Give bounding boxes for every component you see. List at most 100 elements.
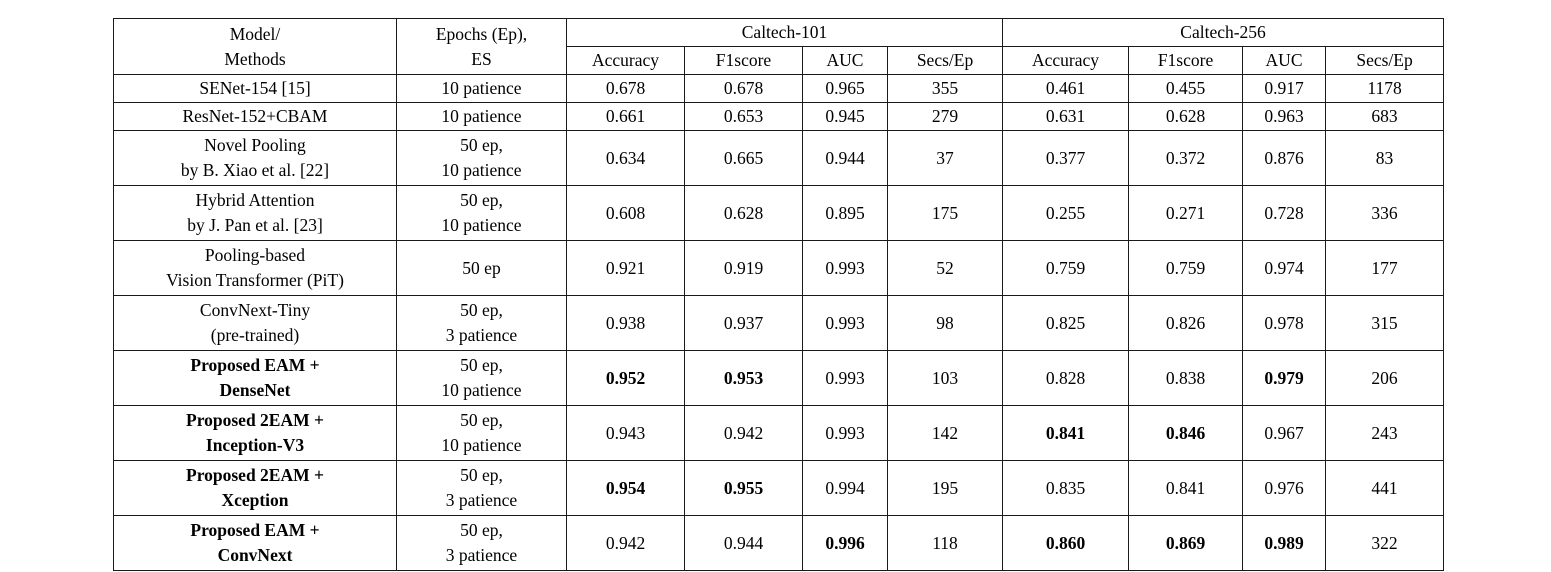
c256-metric-cell: 0.976 (1242, 460, 1327, 516)
c256-metric-cell: 0.255 (1002, 185, 1130, 241)
c101-metric-cell: 0.665 (684, 130, 803, 186)
model-cell: Proposed 2EAM + Xception (113, 460, 397, 516)
table-row: Proposed 2EAM + Xception 50 ep, 3 patience 0… (113, 460, 1445, 516)
table-row: Proposed 2EAM + Inception-V3 50 ep, 10 pati… (113, 405, 1445, 461)
c101-metric-cell: 0.994 (802, 460, 888, 516)
model-cell: Proposed 2EAM + Inception-V3 (113, 405, 397, 461)
epochs-cell: 50 ep (396, 240, 567, 296)
table-row: ResNet-152+CBAM 10 patience 0.661 0.653 0.94… (113, 102, 1445, 131)
c256-metric-cell: 0.372 (1128, 130, 1244, 186)
c101-metric-cell: 175 (886, 185, 1004, 241)
c256-metric-cell: 0.963 (1242, 102, 1327, 131)
epochs-cell: 10 patience (396, 102, 567, 131)
c256-metric-cell: 683 (1325, 102, 1445, 131)
model-cell: Novel Pooling by B. Xiao et al. [22] (113, 130, 397, 186)
c101-metric-cell: 0.945 (802, 102, 888, 131)
c101-metric-cell: 0.943 (566, 405, 685, 461)
header-c256-accuracy: Accuracy (1002, 46, 1130, 75)
c256-metric-cell: 0.967 (1242, 405, 1327, 461)
model-cell: Pooling-based Vision Transformer (PiT) (113, 240, 397, 296)
header-c256-auc: AUC (1242, 46, 1327, 75)
model-cell: ResNet-152+CBAM (113, 102, 397, 131)
c256-metric-cell: 0.759 (1002, 240, 1130, 296)
epochs-cell: 50 ep, 3 patience (396, 515, 567, 571)
c101-metric-cell: 0.993 (802, 240, 888, 296)
c101-metric-cell: 195 (886, 460, 1004, 516)
c256-metric-cell: 0.455 (1128, 74, 1244, 103)
c256-metric-cell: 0.728 (1242, 185, 1327, 241)
model-cell: Hybrid Attention by J. Pan et al. [23] (113, 185, 397, 241)
c256-metric-cell: 83 (1325, 130, 1445, 186)
c256-metric-cell: 322 (1325, 515, 1445, 571)
table-row: Novel Pooling by B. Xiao et al. [22] 50 ep… (113, 130, 1445, 186)
c256-metric-cell: 0.271 (1128, 185, 1244, 241)
c101-metric-cell: 0.678 (684, 74, 803, 103)
c256-metric-cell: 0.876 (1242, 130, 1327, 186)
c256-metric-cell: 0.835 (1002, 460, 1130, 516)
c101-metric-cell: 0.944 (684, 515, 803, 571)
c101-metric-cell: 0.634 (566, 130, 685, 186)
c256-metric-cell: 0.377 (1002, 130, 1130, 186)
model-cell: Proposed EAM + ConvNext (113, 515, 397, 571)
model-cell: ConvNext-Tiny (pre-trained) (113, 295, 397, 351)
c101-metric-cell: 0.993 (802, 405, 888, 461)
table-row: ConvNext-Tiny (pre-trained) 50 ep, 3 patien… (113, 295, 1445, 351)
c256-metric-cell: 0.825 (1002, 295, 1130, 351)
c256-metric-cell: 0.917 (1242, 74, 1327, 103)
c101-metric-cell: 0.942 (566, 515, 685, 571)
c101-metric-cell: 37 (886, 130, 1004, 186)
table-row: Hybrid Attention by J. Pan et al. [23] 50 … (113, 185, 1445, 241)
c256-metric-cell: 0.841 (1128, 460, 1244, 516)
epochs-cell: 50 ep, 10 patience (396, 185, 567, 241)
c256-metric-cell: 315 (1325, 295, 1445, 351)
table-row: SENet-154 [15] 10 patience 0.678 0.678 0.965… (113, 74, 1445, 103)
header-epochs-es: Epochs (Ep), ES (396, 18, 567, 75)
c256-metric-cell: 336 (1325, 185, 1445, 241)
header-c256-secs-ep: Secs/Ep (1325, 46, 1445, 75)
c101-metric-cell: 98 (886, 295, 1004, 351)
header-epochs-line1: Epochs (Ep), (435, 23, 528, 44)
header-c101-secs-ep: Secs/Ep (886, 46, 1004, 75)
epochs-cell: 50 ep, 3 patience (396, 460, 567, 516)
c256-metric-cell: 0.628 (1128, 102, 1244, 131)
header-model-line1: Model/ (229, 23, 281, 44)
header-row-groups: Model/ Methods Epochs (Ep), ES Caltech-1… (113, 18, 1445, 75)
header-epochs-line2: ES (471, 48, 492, 69)
epochs-cell: 50 ep, 10 patience (396, 405, 567, 461)
header-row-metrics: Accuracy F1score AUC Secs/Ep Accuracy F1… (114, 46, 1445, 75)
c101-metric-cell: 0.993 (802, 350, 888, 406)
header-c256-f1score: F1score (1128, 46, 1244, 75)
c101-metric-cell: 0.653 (684, 102, 803, 131)
c101-metric-cell: 0.953 (684, 350, 803, 406)
c101-metric-cell: 355 (886, 74, 1004, 103)
c101-metric-cell: 0.937 (684, 295, 803, 351)
results-table: Model/ Methods Epochs (Ep), ES Caltech-1… (113, 18, 1445, 571)
c101-metric-cell: 0.944 (802, 130, 888, 186)
header-group-caltech256: Caltech-256 (1002, 18, 1445, 47)
table-row: Proposed EAM + DenseNet 50 ep, 10 patience 0… (113, 350, 1445, 406)
c256-metric-cell: 206 (1325, 350, 1445, 406)
model-cell: Proposed EAM + DenseNet (113, 350, 397, 406)
c101-metric-cell: 0.895 (802, 185, 888, 241)
c101-metric-cell: 0.921 (566, 240, 685, 296)
c256-metric-cell: 177 (1325, 240, 1445, 296)
c256-metric-cell: 0.979 (1242, 350, 1327, 406)
c256-metric-cell: 1178 (1325, 74, 1445, 103)
c101-metric-cell: 0.955 (684, 460, 803, 516)
epochs-cell: 50 ep, 10 patience (396, 350, 567, 406)
c256-metric-cell: 243 (1325, 405, 1445, 461)
c101-metric-cell: 118 (886, 515, 1004, 571)
c256-metric-cell: 441 (1325, 460, 1445, 516)
c256-metric-cell: 0.846 (1128, 405, 1244, 461)
c101-metric-cell: 0.661 (566, 102, 685, 131)
c256-metric-cell: 0.828 (1002, 350, 1130, 406)
c256-metric-cell: 0.759 (1128, 240, 1244, 296)
header-c101-accuracy: Accuracy (566, 46, 685, 75)
c101-metric-cell: 0.608 (566, 185, 685, 241)
c256-metric-cell: 0.989 (1242, 515, 1327, 571)
c256-metric-cell: 0.860 (1002, 515, 1130, 571)
table-body: SENet-154 [15] 10 patience 0.678 0.678 0.965… (113, 74, 1445, 571)
header-group-caltech101: Caltech-101 (565, 18, 1004, 47)
c101-metric-cell: 0.942 (684, 405, 803, 461)
c101-metric-cell: 0.919 (684, 240, 803, 296)
